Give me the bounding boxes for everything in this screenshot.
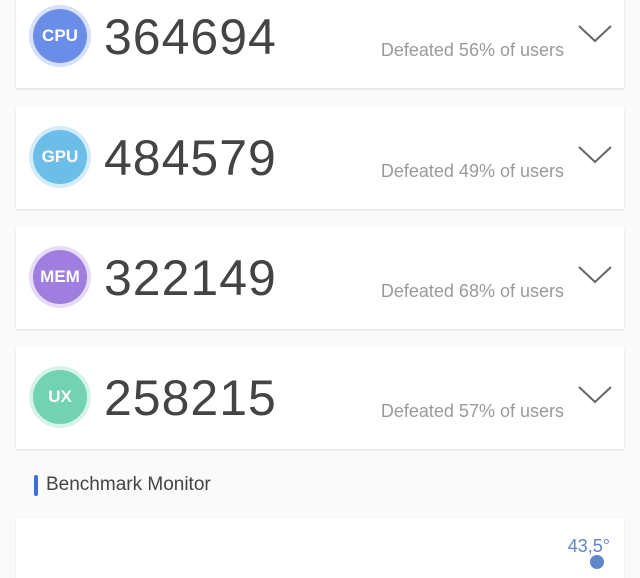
score-card-gpu[interactable]: GPU 484579 Defeated 49% of users xyxy=(16,107,624,209)
score-value: 322149 xyxy=(104,250,277,306)
temperature-readout: 43,5° xyxy=(567,536,610,556)
chevron-down-icon[interactable] xyxy=(578,385,612,405)
badge-label: MEM xyxy=(33,250,87,304)
defeated-text: Defeated 57% of users xyxy=(380,401,564,421)
defeated-text: Defeated 49% of users xyxy=(380,161,564,181)
score-value: 364694 xyxy=(104,9,277,65)
section-header: Benchmark Monitor xyxy=(34,474,211,496)
chevron-down-icon[interactable] xyxy=(578,265,612,285)
badge-label: GPU xyxy=(33,130,87,184)
badge-label: UX xyxy=(33,370,87,424)
gpu-badge-icon: GPU xyxy=(29,126,91,188)
score-card-mem[interactable]: MEM 322149 Defeated 68% of users xyxy=(16,227,624,329)
temperature-marker xyxy=(590,555,604,569)
defeated-text: Defeated 56% of users xyxy=(380,40,564,60)
chevron-down-icon[interactable] xyxy=(578,24,612,44)
cpu-badge-icon: CPU xyxy=(29,5,91,67)
badge-label: CPU xyxy=(33,9,87,63)
chevron-down-icon[interactable] xyxy=(578,145,612,165)
section-accent-bar xyxy=(34,474,38,496)
defeated-text: Defeated 68% of users xyxy=(380,281,564,301)
score-card-ux[interactable]: UX 258215 Defeated 57% of users xyxy=(16,347,624,449)
mem-badge-icon: MEM xyxy=(29,246,91,308)
score-value: 258215 xyxy=(104,370,277,426)
ux-badge-icon: UX xyxy=(29,366,91,428)
section-title: Benchmark Monitor xyxy=(46,474,211,495)
benchmark-monitor-card: 43,5° xyxy=(16,518,624,578)
score-card-cpu[interactable]: CPU 364694 Defeated 56% of users xyxy=(16,0,624,88)
score-value: 484579 xyxy=(104,130,277,186)
